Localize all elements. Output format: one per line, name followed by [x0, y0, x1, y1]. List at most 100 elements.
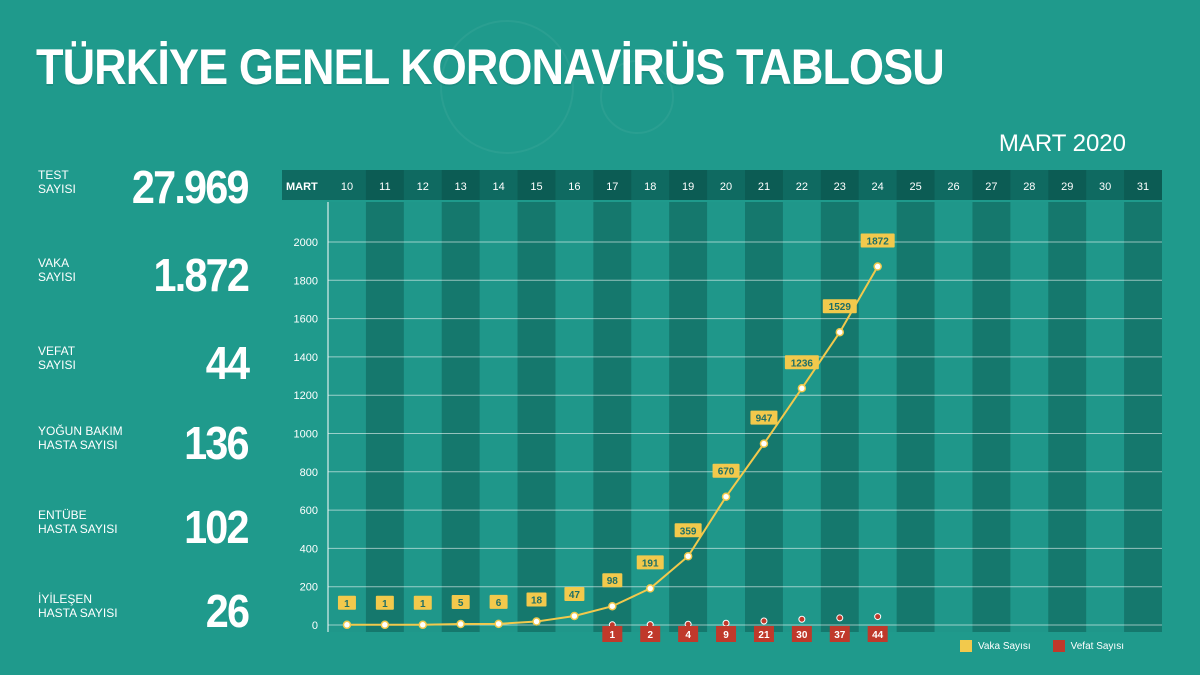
cases-label-box [750, 410, 778, 425]
deaths-label-box [829, 626, 850, 642]
stat-intubated: ENTÜBE HASTA SAYISI 102 [38, 500, 250, 560]
deaths-label-box [640, 626, 661, 642]
day-header-cell [441, 170, 480, 200]
period-label: MART 2020 [998, 130, 1126, 157]
cases-data-label: 947 [756, 414, 773, 425]
legend-item-cases: Vaka Sayısı [960, 640, 1031, 652]
y-tick-label: 600 [300, 505, 318, 517]
page-title: TÜRKİYE GENEL KORONAVİRÜS TABLOSU [36, 39, 945, 95]
stat-label: VEFAT SAYISI [38, 344, 76, 372]
y-tick-label: 200 [300, 582, 318, 594]
cases-point [380, 620, 390, 630]
stat-test: TEST SAYISI 27.969 [38, 160, 250, 220]
day-tick-label: 12 [417, 181, 429, 193]
day-tick-label: 30 [1099, 181, 1111, 193]
y-tick-label: 1400 [294, 352, 318, 364]
cases-point [721, 492, 731, 501]
cases-data-label: 1529 [829, 302, 852, 313]
day-tick-label: 16 [568, 181, 580, 193]
cases-label-box [636, 555, 664, 570]
deaths-data-label: 21 [758, 630, 770, 641]
deaths-data-label: 9 [723, 630, 729, 641]
day-header-cell [669, 170, 708, 200]
day-column [441, 202, 480, 632]
cases-label-box [337, 595, 356, 610]
cases-point [494, 619, 503, 629]
deaths-point [798, 615, 806, 623]
legend-label-deaths: Vefat Sayısı [1070, 640, 1124, 652]
day-tick-label: 17 [606, 181, 618, 193]
cases-point [570, 611, 579, 621]
cases-label-box [784, 355, 819, 370]
deaths-data-label: 2 [647, 630, 653, 641]
deaths-point [836, 614, 844, 622]
stat-label: VAKA SAYISI [38, 256, 76, 284]
cases-label-box [526, 592, 547, 607]
day-column [1048, 202, 1087, 632]
cases-label-box [674, 523, 702, 538]
cases-data-label: 5 [458, 598, 464, 609]
stat-value: 1.872 [153, 249, 249, 301]
day-tick-label: 19 [682, 181, 694, 193]
deaths-label-box [753, 626, 774, 642]
cases-data-label: 1 [382, 599, 388, 610]
deaths-label-box [678, 626, 699, 642]
cases-label-box [375, 595, 394, 610]
day-header-cell [972, 170, 1011, 200]
day-header-cell [745, 170, 783, 200]
day-tick-label: 22 [796, 181, 808, 193]
cases-point [873, 262, 882, 271]
cases-data-label: 98 [607, 576, 619, 587]
cases-point [683, 552, 693, 561]
day-header-cell [896, 170, 935, 200]
cases-data-label: 1236 [791, 358, 814, 369]
cases-data-label: 1 [420, 599, 426, 610]
month-label: MART [286, 181, 318, 193]
day-header-cell [1048, 170, 1087, 200]
stat-value: 136 [184, 417, 249, 469]
cases-data-label: 1 [344, 599, 350, 610]
stat-value: 27.969 [132, 161, 250, 213]
cases-point [456, 619, 465, 629]
deaths-point [760, 617, 768, 625]
stat-icu: YOĞUN BAKIM HASTA SAYISI 136 [38, 416, 250, 476]
day-column [820, 202, 859, 632]
cases-point [645, 584, 655, 593]
day-tick-label: 14 [492, 181, 504, 193]
stat-label: TEST SAYISI [38, 168, 76, 196]
day-column [896, 202, 935, 632]
day-column [593, 202, 632, 632]
stat-cases: VAKA SAYISI 1.872 [38, 248, 250, 308]
deaths-label-box [791, 626, 812, 642]
day-tick-label: 11 [379, 181, 390, 193]
stat-label: ENTÜBE HASTA SAYISI [38, 508, 118, 536]
stat-deaths: VEFAT SAYISI 44 [38, 336, 250, 396]
cases-point [342, 620, 352, 630]
day-tick-label: 18 [644, 181, 656, 193]
y-tick-label: 400 [300, 543, 318, 555]
day-tick-label: 15 [530, 181, 542, 193]
cases-point [608, 601, 617, 611]
day-tick-label: 23 [834, 181, 846, 193]
legend-label-cases: Vaka Sayısı [978, 640, 1031, 652]
cases-point [835, 327, 845, 337]
deaths-point [722, 619, 730, 627]
deaths-data-label: 37 [834, 630, 846, 641]
day-tick-label: 20 [720, 181, 732, 193]
day-tick-label: 10 [341, 181, 353, 193]
cases-data-label: 6 [496, 598, 502, 609]
day-header-band [282, 170, 1162, 200]
cases-data-label: 670 [718, 467, 735, 478]
day-tick-label: 24 [872, 181, 884, 193]
day-column [972, 202, 1011, 632]
deaths-data-label: 30 [796, 630, 808, 641]
stat-value: 44 [205, 337, 250, 389]
virus-decoration [600, 60, 674, 134]
chart-legend: Vaka Sayısı Vefat Sayısı [960, 640, 1124, 652]
cases-label-box [822, 299, 857, 314]
y-tick-label: 800 [300, 467, 318, 479]
cases-data-label: 359 [680, 526, 697, 537]
deaths-data-label: 4 [685, 630, 691, 641]
day-column [1124, 202, 1162, 632]
